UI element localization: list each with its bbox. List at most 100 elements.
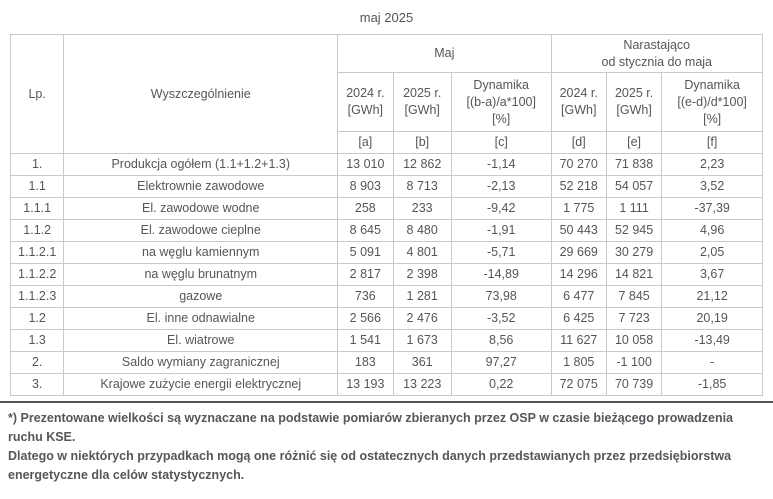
cell-2025-narastajaco: 1 111 xyxy=(605,197,663,220)
header-dynamika-narastajaco: Dynamika [(e-d)/d*100] [%] xyxy=(661,72,763,132)
header-group-row: Lp. Wyszczególnienie Maj Narastająco od … xyxy=(9,34,764,154)
cell-wyszczegolnienie: Krajowe zużycie energii elektrycznej xyxy=(63,373,339,396)
cell-2025-narastajaco: 7 845 xyxy=(605,285,663,308)
cell-2024-narastajaco: 70 270 xyxy=(550,153,607,176)
cell-dynamika-narastajaco: 21,12 xyxy=(661,285,763,308)
header-letter-b: [b] xyxy=(392,131,452,154)
cell-wyszczegolnienie: gazowe xyxy=(63,285,339,308)
table-header: Lp. Wyszczególnienie Maj Narastająco od … xyxy=(9,34,764,154)
cell-2025-narastajaco: 70 739 xyxy=(605,373,663,396)
cell-lp: 1.1.2.2 xyxy=(9,263,65,286)
cell-dynamika-narastajaco: 20,19 xyxy=(661,307,763,330)
header-2024-maj: 2024 r. [GWh] xyxy=(337,72,394,132)
cell-wyszczegolnienie: na węglu kamiennym xyxy=(63,241,339,264)
cell-2025-maj: 1 281 xyxy=(392,285,452,308)
cell-2024-narastajaco: 50 443 xyxy=(550,219,607,242)
header-letter-e: [e] xyxy=(605,131,663,154)
cell-dynamika-narastajaco: -37,39 xyxy=(661,197,763,220)
table-row: 1.1.1 El. zawodowe wodne 258 233 -9,42 1… xyxy=(9,197,763,220)
cell-dynamika-maj: -1,91 xyxy=(450,219,552,242)
cell-lp: 3. xyxy=(9,373,65,396)
cell-2025-narastajaco: -1 100 xyxy=(605,351,663,374)
cell-dynamika-narastajaco: - xyxy=(661,351,763,374)
cell-dynamika-narastajaco: 4,96 xyxy=(661,219,763,242)
table-row: 1.2 El. inne odnawialne 2 566 2 476 -3,5… xyxy=(9,307,763,330)
cell-2024-narastajaco: 6 477 xyxy=(550,285,607,308)
cell-dynamika-narastajaco: -1,85 xyxy=(661,373,763,396)
cell-2024-maj: 183 xyxy=(337,351,394,374)
table-row: 1.1.2 El. zawodowe cieplne 8 645 8 480 -… xyxy=(9,219,763,242)
table-row: 1. Produkcja ogółem (1.1+1.2+1.3) 13 010… xyxy=(9,153,763,176)
cell-2025-maj: 1 673 xyxy=(392,329,452,352)
cell-lp: 1. xyxy=(9,153,65,176)
cell-2024-narastajaco: 1 805 xyxy=(550,351,607,374)
cell-2025-maj: 12 862 xyxy=(392,153,452,176)
cell-lp: 1.1.1 xyxy=(9,197,65,220)
cell-dynamika-maj: -9,42 xyxy=(450,197,552,220)
header-2024-narastajaco: 2024 r. [GWh] xyxy=(550,72,607,132)
cell-2024-maj: 8 645 xyxy=(337,219,394,242)
cell-dynamika-maj: -2,13 xyxy=(450,175,552,198)
cell-2024-maj: 2 566 xyxy=(337,307,394,330)
cell-dynamika-maj: -5,71 xyxy=(450,241,552,264)
cell-2025-narastajaco: 30 279 xyxy=(605,241,663,264)
cell-2024-maj: 8 903 xyxy=(337,175,394,198)
cell-lp: 1.1.2.1 xyxy=(9,241,65,264)
header-group-narastajaco: Narastająco od stycznia do maja xyxy=(550,34,764,73)
cell-dynamika-maj: 8,56 xyxy=(450,329,552,352)
header-2025-maj: 2025 r. [GWh] xyxy=(392,72,452,132)
table-body: 1. Produkcja ogółem (1.1+1.2+1.3) 13 010… xyxy=(9,153,763,396)
header-letter-a: [a] xyxy=(337,131,394,154)
cell-dynamika-maj: 0,22 xyxy=(450,373,552,396)
cell-dynamika-maj: 97,27 xyxy=(450,351,552,374)
cell-2025-narastajaco: 14 821 xyxy=(605,263,663,286)
cell-lp: 1.1.2.3 xyxy=(9,285,65,308)
cell-wyszczegolnienie: Produkcja ogółem (1.1+1.2+1.3) xyxy=(63,153,339,176)
table-row: 3. Krajowe zużycie energii elektrycznej … xyxy=(9,373,763,396)
header-2025-narastajaco: 2025 r. [GWh] xyxy=(605,72,663,132)
cell-2025-narastajaco: 52 945 xyxy=(605,219,663,242)
cell-2024-narastajaco: 29 669 xyxy=(550,241,607,264)
cell-2025-maj: 2 398 xyxy=(392,263,452,286)
cell-2024-maj: 2 817 xyxy=(337,263,394,286)
cell-lp: 1.1.2 xyxy=(9,219,65,242)
cell-lp: 1.1 xyxy=(9,175,65,198)
cell-lp: 1.3 xyxy=(9,329,65,352)
cell-2024-maj: 736 xyxy=(337,285,394,308)
report-title: maj 2025 xyxy=(359,10,414,25)
cell-2024-narastajaco: 14 296 xyxy=(550,263,607,286)
cell-2024-maj: 1 541 xyxy=(337,329,394,352)
cell-lp: 2. xyxy=(9,351,65,374)
header-lp: Lp. xyxy=(9,34,65,154)
cell-2025-narastajaco: 10 058 xyxy=(605,329,663,352)
header-dynamika-maj: Dynamika [(b-a)/a*100] [%] xyxy=(450,72,552,132)
cell-wyszczegolnienie: El. zawodowe wodne xyxy=(63,197,339,220)
footnote: *) Prezentowane wielkości są wyznaczane … xyxy=(0,401,773,499)
cell-2024-maj: 13 193 xyxy=(337,373,394,396)
energy-statistics-table: Lp. Wyszczególnienie Maj Narastająco od … xyxy=(9,34,764,396)
cell-wyszczegolnienie: El. wiatrowe xyxy=(63,329,339,352)
cell-2024-narastajaco: 1 775 xyxy=(550,197,607,220)
cell-2024-maj: 258 xyxy=(337,197,394,220)
cell-dynamika-narastajaco: -13,49 xyxy=(661,329,763,352)
cell-2025-maj: 361 xyxy=(392,351,452,374)
cell-wyszczegolnienie: na węglu brunatnym xyxy=(63,263,339,286)
cell-dynamika-maj: -3,52 xyxy=(450,307,552,330)
cell-dynamika-narastajaco: 3,67 xyxy=(661,263,763,286)
cell-2025-maj: 4 801 xyxy=(392,241,452,264)
cell-2024-maj: 13 010 xyxy=(337,153,394,176)
table-row: 1.3 El. wiatrowe 1 541 1 673 8,56 11 627… xyxy=(9,329,763,352)
cell-dynamika-maj: -14,89 xyxy=(450,263,552,286)
cell-2024-maj: 5 091 xyxy=(337,241,394,264)
cell-2024-narastajaco: 52 218 xyxy=(550,175,607,198)
cell-lp: 1.2 xyxy=(9,307,65,330)
cell-wyszczegolnienie: El. zawodowe cieplne xyxy=(63,219,339,242)
cell-wyszczegolnienie: Elektrownie zawodowe xyxy=(63,175,339,198)
table-row: 1.1.2.3 gazowe 736 1 281 73,98 6 477 7 8… xyxy=(9,285,763,308)
cell-2025-narastajaco: 71 838 xyxy=(605,153,663,176)
cell-dynamika-narastajaco: 2,05 xyxy=(661,241,763,264)
header-letter-f: [f] xyxy=(661,131,763,154)
cell-dynamika-maj: -1,14 xyxy=(450,153,552,176)
table-row: 1.1.2.2 na węglu brunatnym 2 817 2 398 -… xyxy=(9,263,763,286)
